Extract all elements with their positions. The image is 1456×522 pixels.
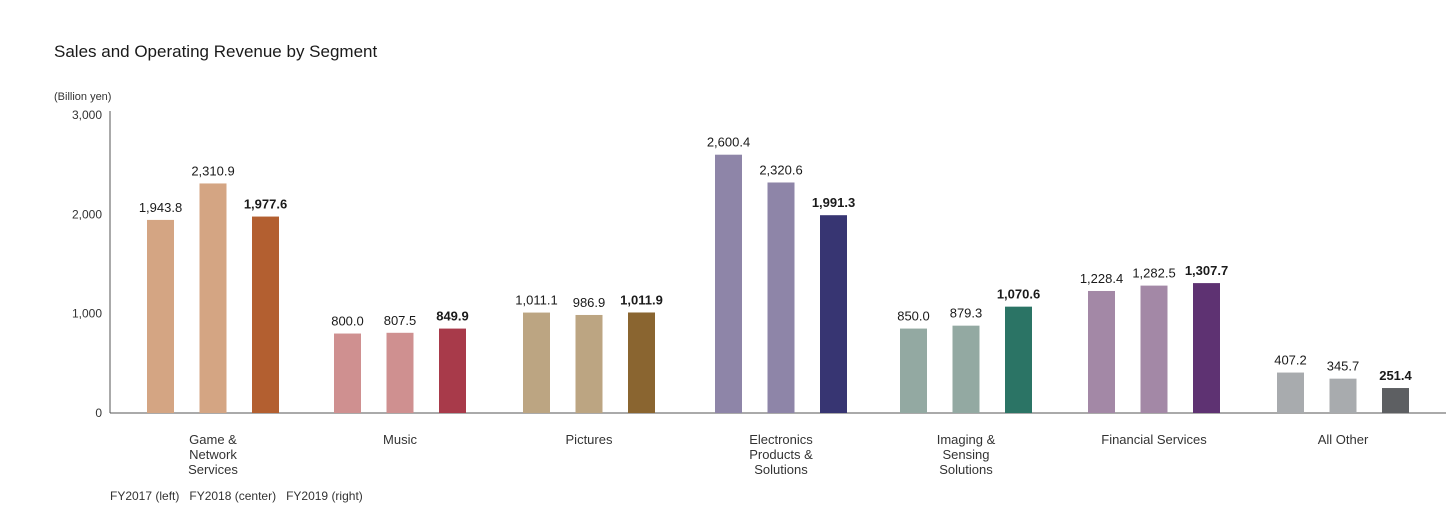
category-label: Game & Network Services — [188, 432, 238, 477]
category-label: All Other — [1318, 432, 1369, 447]
bar-value-label: 850.0 — [897, 309, 930, 324]
bar — [1005, 306, 1032, 413]
bar — [1140, 285, 1168, 413]
bar — [334, 333, 361, 413]
category-label: Pictures — [566, 432, 613, 447]
bar-value-label: 1,991.3 — [812, 195, 855, 210]
y-unit-label: (Billion yen) — [54, 91, 111, 103]
bar-value-label: 849.9 — [436, 309, 469, 324]
bar — [1193, 283, 1220, 413]
axes: 0 1,000 2,000 3,000 — [72, 108, 1446, 420]
y-tick-label: 1,000 — [72, 307, 102, 321]
bar-value-label: 1,070.6 — [997, 287, 1040, 302]
bar-value-label: 1,011.9 — [620, 292, 663, 307]
bar-value-label: 251.4 — [1379, 368, 1412, 383]
bars — [147, 154, 1409, 413]
bar — [1088, 290, 1115, 413]
bar-value-label: 2,310.9 — [191, 163, 234, 178]
bar — [767, 182, 795, 413]
data-labels: 1,943.8 2,310.9 1,977.6 800.0 807.5 849.9 1,01… — [139, 135, 1413, 383]
bar — [1382, 388, 1409, 413]
legend-note: FY2017 (left) FY2018 (center) FY2019 (ri… — [110, 489, 363, 503]
bar-value-label: 345.7 — [1327, 359, 1360, 374]
bar-value-label: 1,977.6 — [244, 197, 287, 212]
bar-value-label: 1,282.5 — [1132, 266, 1175, 281]
y-tick-label: 2,000 — [72, 207, 102, 221]
bar-value-label: 2,600.4 — [707, 135, 750, 150]
bar — [900, 328, 927, 413]
bar — [523, 312, 550, 413]
bar — [252, 216, 279, 413]
bar — [628, 312, 655, 413]
bar — [952, 325, 980, 413]
bar-value-label: 1,943.8 — [139, 200, 182, 215]
bar-value-label: 1,228.4 — [1080, 271, 1123, 286]
bar-value-label: 1,307.7 — [1185, 263, 1228, 278]
bar-value-label: 2,320.6 — [759, 162, 802, 177]
bar-value-label: 407.2 — [1274, 353, 1307, 368]
bar-value-label: 807.5 — [384, 313, 417, 328]
bar — [820, 215, 847, 413]
chart-title: Sales and Operating Revenue by Segment — [54, 42, 377, 61]
bar — [147, 219, 174, 413]
y-tick-label: 3,000 — [72, 108, 102, 122]
bar-value-label: 986.9 — [573, 295, 606, 310]
category-label: Imaging & Sensing Solutions — [937, 432, 996, 477]
category-labels: Game & Network Services Music Pictures Electr… — [188, 432, 1369, 477]
bar — [199, 183, 227, 413]
bar-value-label: 879.3 — [950, 306, 983, 321]
bar — [439, 328, 466, 413]
category-label: Financial Services — [1101, 432, 1207, 447]
bar — [386, 332, 414, 413]
category-label: Electronics Products & Solutions — [749, 432, 813, 477]
category-label: Music — [383, 432, 417, 447]
bar — [575, 314, 603, 413]
bar — [715, 154, 742, 413]
bar — [1329, 378, 1357, 413]
bar-value-label: 1,011.1 — [515, 293, 557, 308]
bar — [1277, 372, 1304, 413]
bar-value-label: 800.0 — [331, 314, 364, 329]
y-tick-label: 0 — [95, 406, 102, 420]
